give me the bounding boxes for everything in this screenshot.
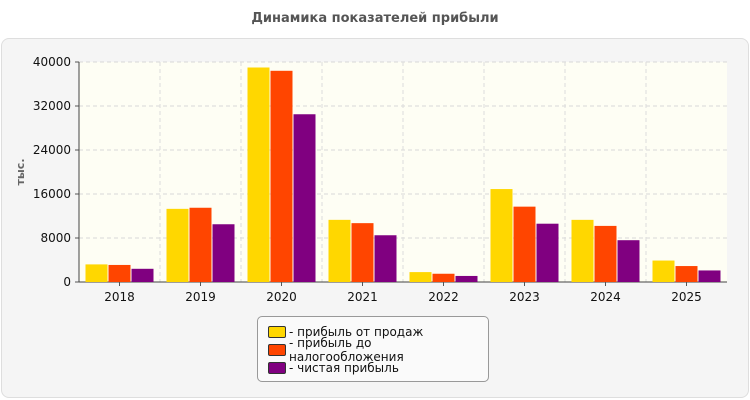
bar — [131, 268, 154, 282]
y-tick-label: 0 — [63, 275, 71, 289]
bar — [536, 223, 559, 282]
x-tick-label: 2022 — [428, 290, 459, 304]
x-tick-label: 2019 — [185, 290, 216, 304]
y-tick-label: 24000 — [33, 143, 71, 157]
bar — [85, 264, 108, 282]
legend-item: - прибыль от продаж — [268, 323, 488, 341]
legend-label: - прибыль до налогообложения — [289, 336, 404, 364]
bar — [409, 272, 432, 282]
bar — [374, 235, 397, 282]
y-axis-label: тыс. — [14, 158, 27, 185]
legend: - прибыль от продаж - прибыль до налогооб… — [257, 316, 489, 382]
bar — [571, 219, 594, 282]
bar — [513, 206, 536, 282]
bar — [166, 208, 189, 282]
bar — [293, 114, 316, 282]
bar — [270, 70, 293, 282]
bar — [675, 266, 698, 282]
legend-item: - чистая прибыль — [268, 359, 488, 377]
x-tick-label: 2021 — [347, 290, 378, 304]
bar — [212, 224, 235, 282]
bar — [652, 260, 675, 282]
bar — [698, 270, 721, 282]
y-tick-label: 40000 — [33, 55, 71, 69]
legend-swatch — [268, 326, 286, 338]
legend-label: - чистая прибыль — [289, 361, 399, 375]
legend-swatch — [268, 344, 286, 356]
bar — [189, 207, 212, 282]
bar — [617, 240, 640, 282]
x-tick-label: 2020 — [266, 290, 297, 304]
x-tick-label: 2023 — [509, 290, 540, 304]
legend-item: - прибыль до налогообложения — [268, 336, 488, 364]
bar — [490, 189, 513, 282]
legend-label: - прибыль от продаж — [289, 325, 424, 339]
bar — [108, 264, 131, 282]
bar — [594, 225, 617, 282]
bar — [432, 273, 455, 282]
bar — [455, 275, 478, 282]
x-tick-label: 2024 — [590, 290, 621, 304]
bar — [247, 67, 270, 282]
y-tick-label: 16000 — [33, 187, 71, 201]
chart-title: Динамика показателей прибыли — [251, 11, 499, 26]
bar — [328, 219, 351, 282]
y-tick-label: 32000 — [33, 99, 71, 113]
x-tick-label: 2025 — [671, 290, 702, 304]
y-tick-label: 8000 — [40, 231, 71, 245]
bar — [351, 223, 374, 282]
x-tick-label: 2018 — [104, 290, 135, 304]
legend-swatch — [268, 362, 286, 374]
